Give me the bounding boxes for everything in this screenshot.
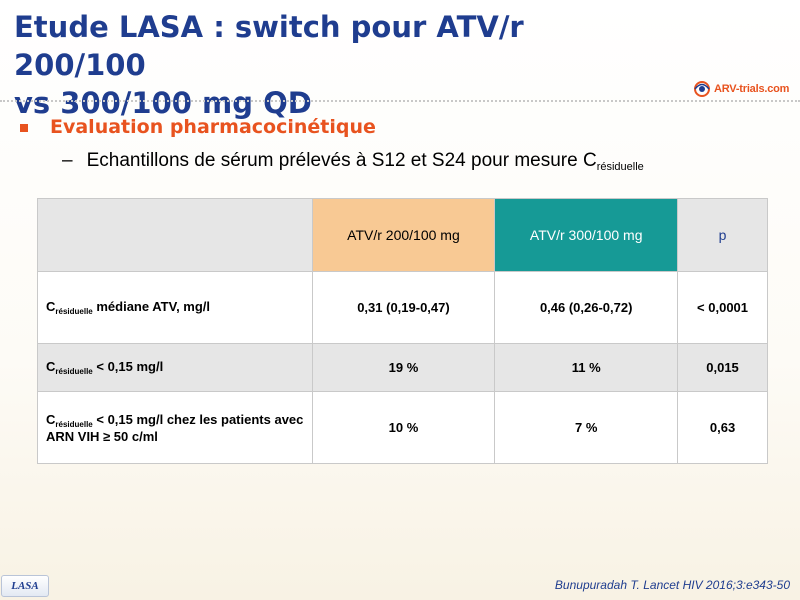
lasa-badge: LASA — [1, 575, 49, 597]
square-bullet-icon — [20, 124, 28, 132]
sub-bullet-text: Echantillons de sérum prélevés à S12 et … — [86, 150, 644, 173]
sub-bullet-item: – Echantillons de sérum prélevés à S12 e… — [62, 150, 644, 173]
dash-marker: – — [62, 150, 73, 171]
table-row: Crésiduelle médiane ATV, mg/l 0,31 (0,19… — [37, 271, 768, 344]
cell-atv-300: 7 % — [494, 391, 679, 464]
bullet-item: Evaluation pharmacocinétique — [20, 116, 376, 138]
title-divider — [0, 100, 800, 102]
cell-atv-200: 10 % — [311, 391, 496, 464]
cell-atv-300: 0,46 (0,26-0,72) — [494, 271, 679, 344]
header-blank-cell — [37, 198, 313, 272]
cell-atv-200: 0,31 (0,19-0,47) — [311, 271, 496, 344]
bullet-text: Evaluation pharmacocinétique — [50, 116, 376, 138]
logo-text: ARV-trials.com — [714, 83, 790, 95]
cell-p-value: < 0,0001 — [677, 271, 768, 344]
slide-title-line2: vs 300/100 mg QD — [14, 86, 312, 120]
row-label: Crésiduelle < 0,15 mg/l chez les patient… — [37, 391, 313, 464]
cell-p-value: 0,63 — [677, 391, 768, 464]
arv-trials-logo: ARV-trials.com — [693, 78, 797, 100]
table-header-row: ATV/r 200/100 mg ATV/r 300/100 mg p — [37, 198, 768, 272]
slide-title-line1: Etude LASA : switch pour ATV/r 200/100 — [14, 10, 524, 82]
row-label: Crésiduelle médiane ATV, mg/l — [37, 271, 313, 344]
cell-atv-300: 11 % — [494, 343, 679, 392]
table-row: Crésiduelle < 0,15 mg/l 19 % 11 % 0,015 — [37, 343, 768, 392]
pk-results-table: ATV/r 200/100 mg ATV/r 300/100 mg p Crés… — [37, 198, 768, 464]
row-label: Crésiduelle < 0,15 mg/l — [37, 343, 313, 392]
cell-atv-200: 19 % — [311, 343, 496, 392]
slide-title: Etude LASA : switch pour ATV/r 200/100 v… — [14, 8, 654, 122]
header-p-value: p — [677, 198, 768, 272]
header-atv-300: ATV/r 300/100 mg — [494, 198, 679, 272]
reference-citation: Bunupuradah T. Lancet HIV 2016;3:e343-50 — [554, 578, 790, 592]
logo-swirl-icon — [693, 80, 711, 98]
header-atv-200: ATV/r 200/100 mg — [311, 198, 496, 272]
cell-p-value: 0,015 — [677, 343, 768, 392]
table-row: Crésiduelle < 0,15 mg/l chez les patient… — [37, 391, 768, 464]
